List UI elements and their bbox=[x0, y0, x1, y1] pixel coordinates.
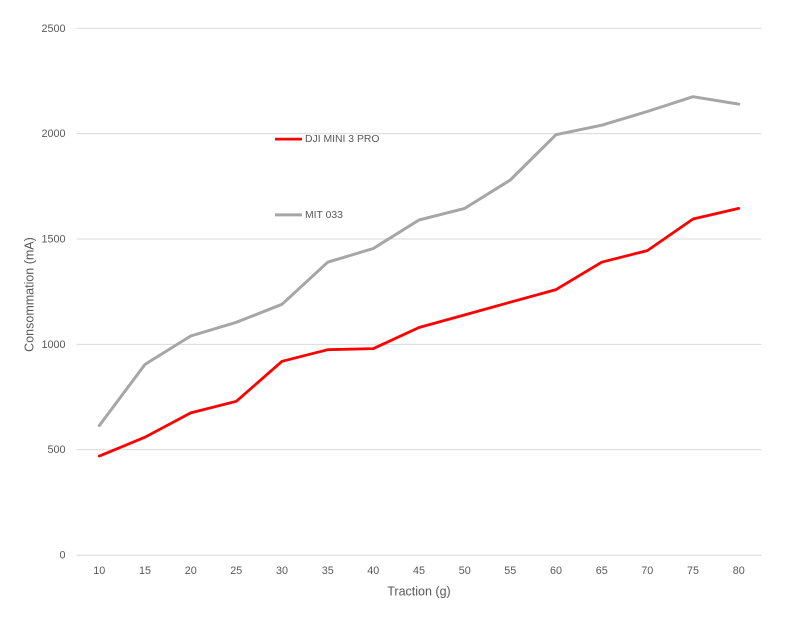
svg-text:30: 30 bbox=[276, 565, 288, 577]
svg-text:25: 25 bbox=[230, 565, 242, 577]
svg-text:40: 40 bbox=[367, 565, 379, 577]
svg-text:Traction (g): Traction (g) bbox=[387, 584, 450, 598]
svg-text:500: 500 bbox=[47, 444, 65, 456]
svg-text:1000: 1000 bbox=[41, 339, 65, 351]
svg-text:Consommation (mA): Consommation (mA) bbox=[23, 237, 37, 352]
svg-text:45: 45 bbox=[413, 565, 425, 577]
svg-text:15: 15 bbox=[139, 565, 151, 577]
svg-text:20: 20 bbox=[185, 565, 197, 577]
svg-text:55: 55 bbox=[504, 565, 516, 577]
svg-text:2000: 2000 bbox=[41, 128, 65, 140]
svg-text:65: 65 bbox=[596, 565, 608, 577]
svg-text:MIT 033: MIT 033 bbox=[305, 210, 343, 221]
svg-text:2500: 2500 bbox=[41, 23, 65, 35]
svg-text:75: 75 bbox=[687, 565, 699, 577]
svg-text:70: 70 bbox=[641, 565, 653, 577]
svg-text:60: 60 bbox=[550, 565, 562, 577]
svg-text:10: 10 bbox=[93, 565, 105, 577]
svg-text:80: 80 bbox=[733, 565, 745, 577]
svg-text:50: 50 bbox=[459, 565, 471, 577]
svg-text:0: 0 bbox=[59, 550, 65, 562]
svg-text:1500: 1500 bbox=[41, 234, 65, 246]
svg-text:DJI MINI 3 PRO: DJI MINI 3 PRO bbox=[305, 134, 379, 145]
svg-text:35: 35 bbox=[322, 565, 334, 577]
